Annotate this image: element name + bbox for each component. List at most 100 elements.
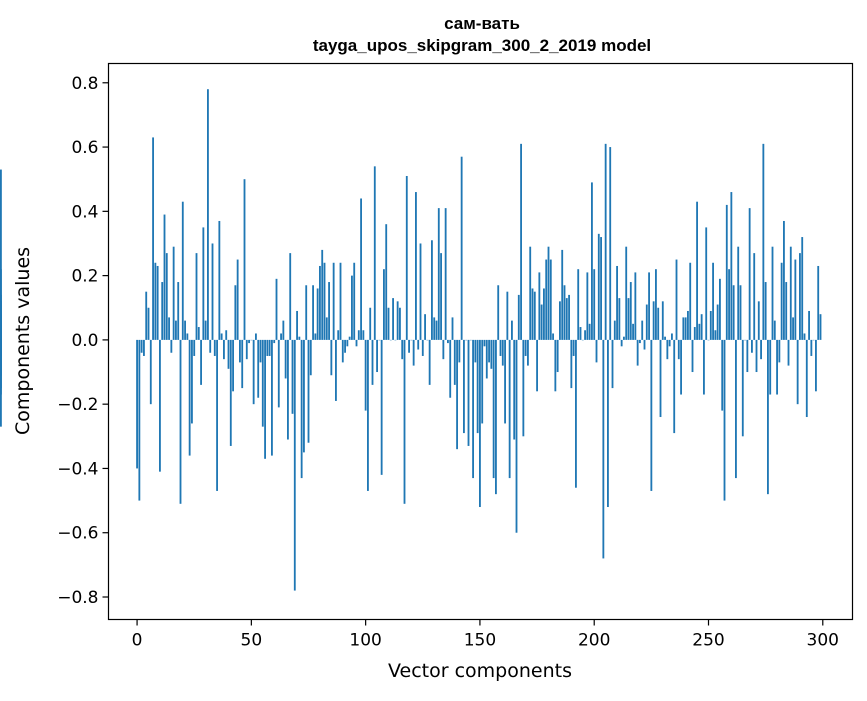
bar-145 <box>468 340 470 446</box>
bar-258 <box>726 205 728 340</box>
bar-23 <box>189 340 191 456</box>
bar-16 <box>173 247 175 340</box>
bar-65 <box>285 340 287 379</box>
bar-235 <box>673 340 675 433</box>
bar-77 <box>312 285 314 340</box>
bar-147 <box>472 340 474 478</box>
bar-156 <box>493 340 495 478</box>
bar-188 <box>566 298 568 340</box>
bar-37 <box>221 333 223 339</box>
bar-13 <box>166 253 168 340</box>
bar-40 <box>228 340 230 369</box>
bar-197 <box>586 272 588 339</box>
bar-141 <box>458 340 460 363</box>
bar-61 <box>276 279 278 340</box>
bar-27 <box>198 327 200 340</box>
bar-80 <box>319 266 321 340</box>
bar-243 <box>692 340 694 372</box>
bar-32 <box>209 340 211 353</box>
bar-125 <box>422 340 424 356</box>
bar-211 <box>618 298 620 340</box>
bar-273 <box>760 340 762 359</box>
bar-24 <box>191 340 193 424</box>
bar-255 <box>719 279 721 340</box>
bar-204 <box>602 340 604 559</box>
bar-213 <box>623 337 625 340</box>
bar-198 <box>589 324 591 340</box>
bar-89 <box>340 263 342 340</box>
bar-36 <box>218 221 220 340</box>
bar-263 <box>737 247 739 340</box>
bar-279 <box>774 321 776 340</box>
bar-67 <box>289 253 291 340</box>
bar-190 <box>570 340 572 388</box>
bar-26 <box>196 253 198 340</box>
bar-207 <box>609 147 611 340</box>
bar-228 <box>657 308 659 340</box>
bar-247 <box>701 314 703 340</box>
bar-289 <box>797 340 799 404</box>
bar-277 <box>769 340 771 395</box>
bar-180 <box>548 247 550 340</box>
bar-192 <box>575 340 577 488</box>
bar-199 <box>591 182 593 339</box>
bar-18 <box>177 282 179 340</box>
bar-222 <box>644 340 646 350</box>
bar-298 <box>817 266 819 340</box>
bar-225 <box>650 340 652 491</box>
bar-31 <box>207 89 209 340</box>
bar-218 <box>634 272 636 339</box>
bar-216 <box>630 282 632 340</box>
x-tick-label: 100 <box>349 631 381 651</box>
bar-134 <box>442 340 444 359</box>
bar-295 <box>810 340 812 356</box>
bar-85 <box>330 340 332 375</box>
y-tick-label: −0.8 <box>57 588 98 608</box>
bar-75 <box>308 340 310 443</box>
bar-126 <box>424 314 426 340</box>
bar-138 <box>452 317 454 340</box>
bar-276 <box>767 340 769 494</box>
bar-153 <box>486 340 488 379</box>
bar-173 <box>532 288 534 339</box>
bar-205 <box>605 144 607 340</box>
bar-98 <box>360 198 362 339</box>
bar-71 <box>298 337 300 340</box>
bar-94 <box>351 276 353 340</box>
bar-234 <box>671 333 673 339</box>
bar-93 <box>349 337 351 340</box>
bar-97 <box>358 330 360 340</box>
bar-121 <box>413 340 415 366</box>
x-tick-label: 300 <box>807 631 839 651</box>
bar-183 <box>554 340 556 391</box>
bar-110 <box>388 308 390 340</box>
bar-102 <box>369 308 371 340</box>
bar-6 <box>150 340 152 404</box>
bar-223 <box>646 305 648 340</box>
bar-278 <box>772 247 774 340</box>
y-tick-label: −0.2 <box>57 395 98 415</box>
bar-290 <box>799 253 801 340</box>
bar-12 <box>164 215 166 340</box>
bar-174 <box>534 292 536 340</box>
y-tick-label: 0.4 <box>71 202 98 222</box>
bar-194 <box>580 327 582 340</box>
bar-133 <box>440 253 442 340</box>
bar-82 <box>324 263 326 340</box>
bar-15 <box>170 340 172 353</box>
bar-182 <box>552 333 554 339</box>
bar-83 <box>326 317 328 340</box>
bar-178 <box>543 288 545 339</box>
bar-129 <box>431 240 433 340</box>
bar-74 <box>305 285 307 340</box>
bar-84 <box>328 282 330 340</box>
bar-148 <box>474 340 476 363</box>
bar-137 <box>449 340 451 398</box>
bar-265 <box>742 340 744 436</box>
bar-81 <box>321 250 323 340</box>
bar-55 <box>262 340 264 427</box>
bar-undefined <box>0 311 2 340</box>
bar-162 <box>506 292 508 340</box>
